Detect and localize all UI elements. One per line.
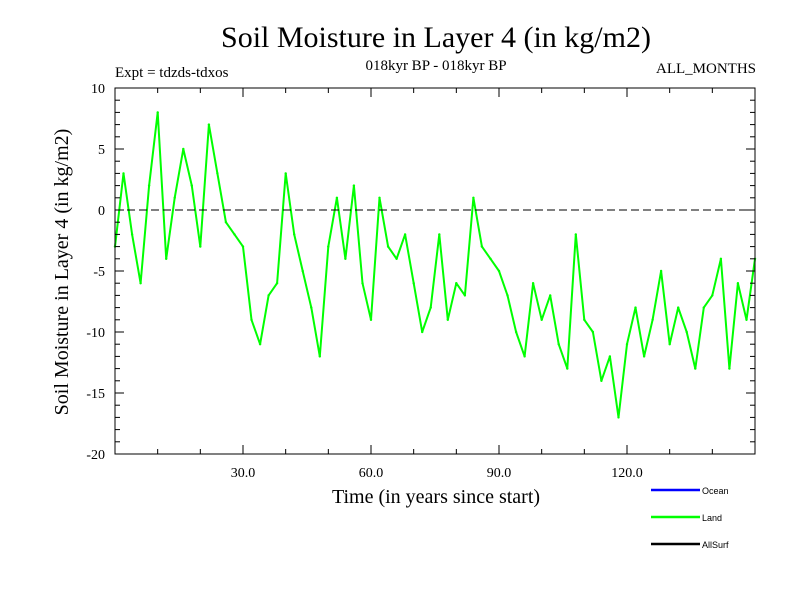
- data-point: [472, 196, 475, 199]
- data-point: [600, 379, 603, 382]
- data-point: [199, 245, 202, 248]
- x-tick-label: 30.0: [231, 466, 256, 481]
- data-point: [412, 282, 415, 285]
- data-point: [258, 343, 262, 346]
- data-point: [267, 294, 270, 297]
- data-point: [591, 330, 595, 334]
- data-point: [275, 282, 279, 285]
- data-point: [651, 318, 654, 321]
- data-point: [429, 306, 432, 309]
- y-tick-label: -15: [86, 387, 105, 402]
- data-point: [549, 294, 552, 297]
- data-point: [514, 330, 518, 334]
- data-point: [745, 318, 748, 321]
- data-point: [250, 318, 253, 321]
- chart-title: Soil Moisture in Layer 4 (in kg/m2): [221, 21, 651, 54]
- data-point: [566, 367, 569, 370]
- series-layer: [113, 111, 757, 419]
- data-point: [344, 257, 347, 260]
- data-point: [156, 111, 159, 114]
- data-point: [463, 294, 467, 297]
- data-point: [719, 257, 723, 260]
- data-point: [642, 355, 646, 358]
- legend-label: Ocean: [702, 486, 729, 496]
- data-point: [165, 257, 168, 260]
- data-point: [736, 282, 740, 285]
- data-point: [147, 184, 151, 187]
- ticks-layer: 30.0 60.0 90.0 120.0 10 5 0 -5 -10 -15 -20: [86, 82, 755, 481]
- data-point: [241, 245, 245, 248]
- data-point: [677, 306, 680, 309]
- data-point: [310, 306, 313, 309]
- data-point: [557, 343, 560, 346]
- chart-subtitle-left: Expt = tdzds-tdxos: [115, 65, 229, 81]
- data-point: [617, 416, 620, 419]
- data-point: [659, 269, 663, 273]
- legend-label: Land: [702, 513, 722, 523]
- y-tick-label: 10: [91, 82, 105, 97]
- data-point: [301, 269, 304, 273]
- data-point: [207, 123, 211, 126]
- data-point: [497, 269, 501, 273]
- data-point: [608, 355, 612, 358]
- x-tick-label: 90.0: [487, 466, 512, 481]
- data-point: [378, 196, 381, 199]
- data-point: [702, 306, 705, 309]
- data-point: [506, 294, 509, 297]
- data-point: [634, 306, 637, 309]
- series-line-land: [114, 111, 756, 419]
- data-point: [369, 318, 373, 321]
- data-point: [694, 367, 697, 370]
- data-point: [327, 245, 330, 248]
- data-point: [685, 330, 688, 334]
- data-point: [403, 233, 407, 236]
- data-point: [668, 343, 671, 346]
- chart-subtitle-center: 018kyr BP - 018kyr BP: [365, 58, 506, 74]
- data-point: [122, 172, 125, 175]
- data-point: [523, 355, 526, 358]
- data-point: [540, 318, 543, 321]
- legend: Ocean Land AllSurf: [651, 486, 729, 550]
- data-point: [386, 245, 390, 248]
- y-tick-label: -5: [93, 265, 105, 280]
- data-point: [182, 147, 185, 151]
- legend-label: AllSurf: [702, 540, 729, 550]
- data-point: [293, 233, 296, 236]
- x-tick-label: 60.0: [359, 466, 384, 481]
- data-point: [361, 282, 364, 285]
- data-point: [625, 343, 629, 346]
- data-point: [284, 172, 287, 175]
- x-tick-label: 120.0: [611, 466, 643, 481]
- data-point: [224, 221, 228, 224]
- data-point: [216, 172, 219, 175]
- data-point: [531, 282, 535, 285]
- chart-subtitle-right: ALL_MONTHS: [656, 61, 756, 77]
- data-point: [446, 318, 449, 321]
- data-point: [728, 367, 731, 370]
- data-point: [335, 196, 339, 199]
- data-point: [395, 257, 398, 260]
- data-point: [173, 196, 176, 199]
- data-point: [139, 282, 142, 285]
- y-axis-label: Soil Moisture in Layer 4 (in kg/m2): [51, 129, 73, 416]
- data-point: [489, 257, 492, 260]
- y-tick-label: 0: [98, 204, 105, 219]
- data-point: [574, 233, 577, 236]
- data-point: [130, 233, 134, 236]
- data-point: [421, 330, 424, 334]
- data-point: [480, 245, 484, 248]
- data-point: [233, 233, 236, 236]
- data-point: [455, 282, 458, 285]
- data-point: [583, 318, 586, 321]
- data-point: [711, 294, 714, 297]
- y-tick-label: -20: [86, 448, 105, 463]
- data-point: [352, 184, 356, 187]
- y-tick-label: 5: [98, 143, 105, 158]
- data-point: [318, 355, 321, 358]
- data-point: [438, 233, 441, 236]
- y-tick-label: -10: [86, 326, 105, 341]
- data-point: [190, 184, 193, 187]
- x-axis-label: Time (in years since start): [332, 486, 540, 508]
